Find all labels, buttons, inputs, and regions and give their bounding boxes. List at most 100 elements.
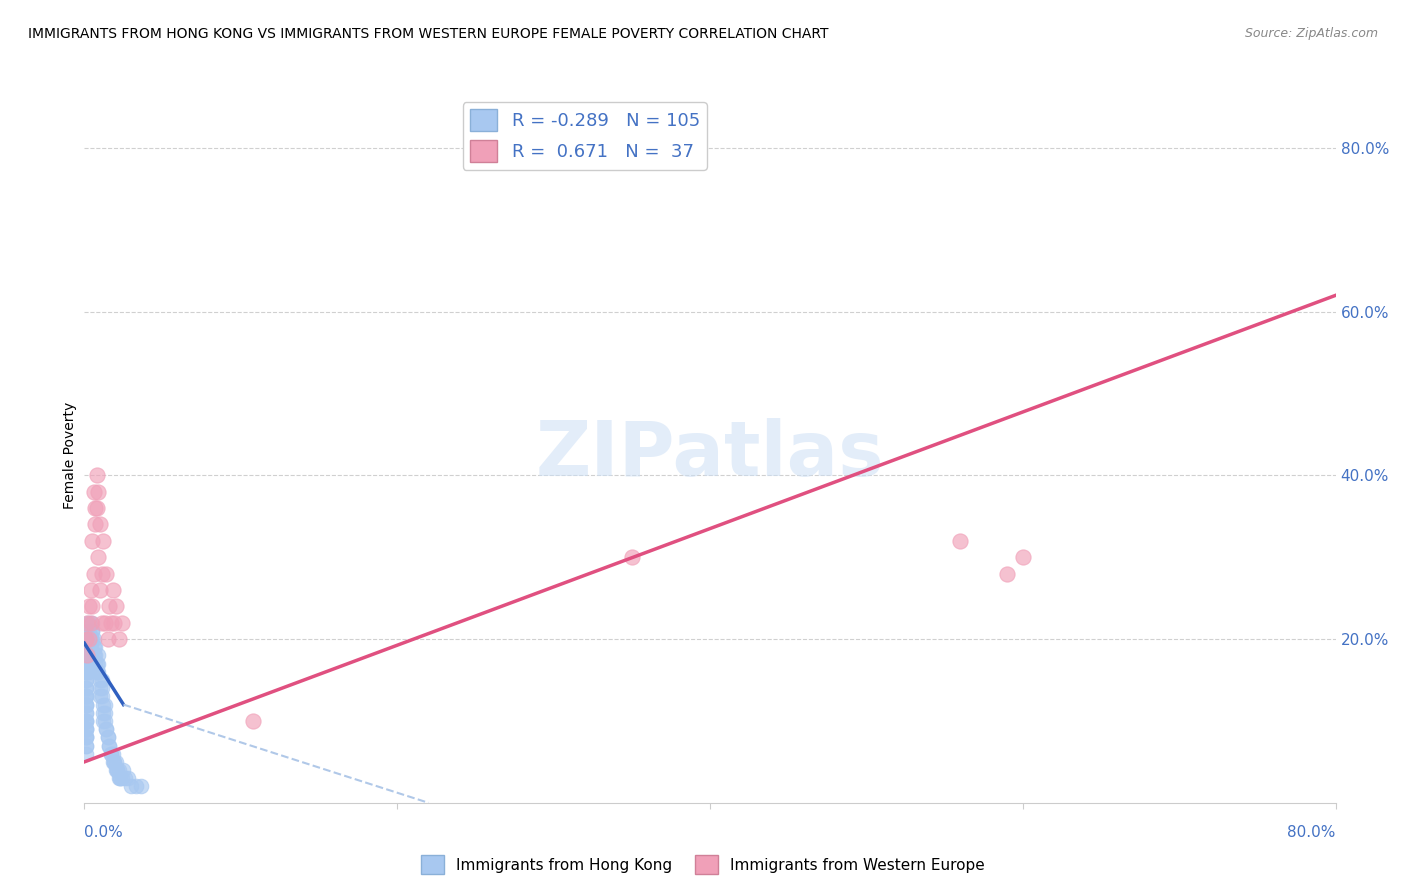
Point <box>75 706 97 720</box>
Point <box>76 665 98 679</box>
Point <box>75 722 97 736</box>
Point <box>86 665 108 679</box>
Point <box>77 599 100 614</box>
Point <box>89 673 111 687</box>
Point <box>90 681 112 696</box>
Point <box>98 739 121 753</box>
Point <box>107 632 129 646</box>
Point <box>75 698 97 712</box>
Point <box>83 640 105 655</box>
Point <box>111 615 134 630</box>
Point <box>104 599 127 614</box>
Point <box>75 673 97 687</box>
Point <box>107 763 129 777</box>
Point <box>96 566 118 581</box>
Point <box>76 657 98 671</box>
Point <box>949 533 972 548</box>
Point <box>75 722 97 736</box>
Point <box>76 632 98 646</box>
Point <box>93 615 115 630</box>
Point <box>76 665 98 679</box>
Point <box>117 771 139 785</box>
Point <box>79 582 101 597</box>
Point <box>83 566 105 581</box>
Point <box>110 771 132 785</box>
Point <box>79 615 101 630</box>
Y-axis label: Female Poverty: Female Poverty <box>63 401 77 508</box>
Point <box>75 673 97 687</box>
Point <box>79 648 101 663</box>
Point <box>75 731 97 745</box>
Point <box>82 533 104 548</box>
Point <box>75 714 97 728</box>
Point <box>75 632 97 646</box>
Point <box>91 714 114 728</box>
Point <box>75 714 97 728</box>
Text: 80.0%: 80.0% <box>1288 825 1336 840</box>
Point <box>75 690 97 704</box>
Point <box>103 755 125 769</box>
Point <box>82 615 104 630</box>
Point <box>97 632 120 646</box>
Text: 0.0%: 0.0% <box>84 825 124 840</box>
Point <box>90 673 112 687</box>
Point <box>75 698 97 712</box>
Point <box>75 698 97 712</box>
Point <box>75 739 97 753</box>
Point <box>84 517 107 532</box>
Point <box>129 780 152 794</box>
Point <box>89 582 111 597</box>
Point <box>107 771 129 785</box>
Point <box>995 566 1018 581</box>
Point <box>75 722 97 736</box>
Point <box>84 657 107 671</box>
Point <box>86 657 108 671</box>
Point <box>76 632 98 646</box>
Text: ZIPatlas: ZIPatlas <box>536 418 884 491</box>
Point <box>75 731 97 745</box>
Point <box>76 624 98 638</box>
Point <box>90 566 112 581</box>
Point <box>100 615 122 630</box>
Point <box>76 640 98 655</box>
Point <box>77 640 100 655</box>
Point <box>87 484 110 499</box>
Point <box>87 648 110 663</box>
Point <box>79 632 101 646</box>
Point <box>100 747 122 761</box>
Point <box>93 714 115 728</box>
Point <box>76 615 98 630</box>
Point <box>112 763 135 777</box>
Text: Source: ZipAtlas.com: Source: ZipAtlas.com <box>1244 27 1378 40</box>
Point <box>86 501 108 516</box>
Legend: Immigrants from Hong Kong, Immigrants from Western Europe: Immigrants from Hong Kong, Immigrants fr… <box>415 849 991 880</box>
Point <box>82 624 104 638</box>
Point <box>75 690 97 704</box>
Point <box>84 501 107 516</box>
Point <box>75 665 97 679</box>
Point <box>101 582 124 597</box>
Point <box>114 771 136 785</box>
Point <box>75 657 97 671</box>
Point <box>84 640 107 655</box>
Point <box>96 722 118 736</box>
Point <box>103 755 125 769</box>
Point <box>77 640 100 655</box>
Point <box>97 731 120 745</box>
Point <box>101 747 124 761</box>
Point <box>104 755 127 769</box>
Point <box>76 648 98 663</box>
Point <box>1012 550 1035 565</box>
Point <box>103 615 125 630</box>
Point <box>75 690 97 704</box>
Point <box>76 615 98 630</box>
Legend: R = -0.289   N = 105, R =  0.671   N =  37: R = -0.289 N = 105, R = 0.671 N = 37 <box>463 103 707 169</box>
Point <box>87 550 110 565</box>
Point <box>77 624 100 638</box>
Point <box>79 657 101 671</box>
Point <box>89 681 111 696</box>
Point <box>89 690 111 704</box>
Point <box>77 665 100 679</box>
Point <box>83 484 105 499</box>
Point <box>110 771 132 785</box>
